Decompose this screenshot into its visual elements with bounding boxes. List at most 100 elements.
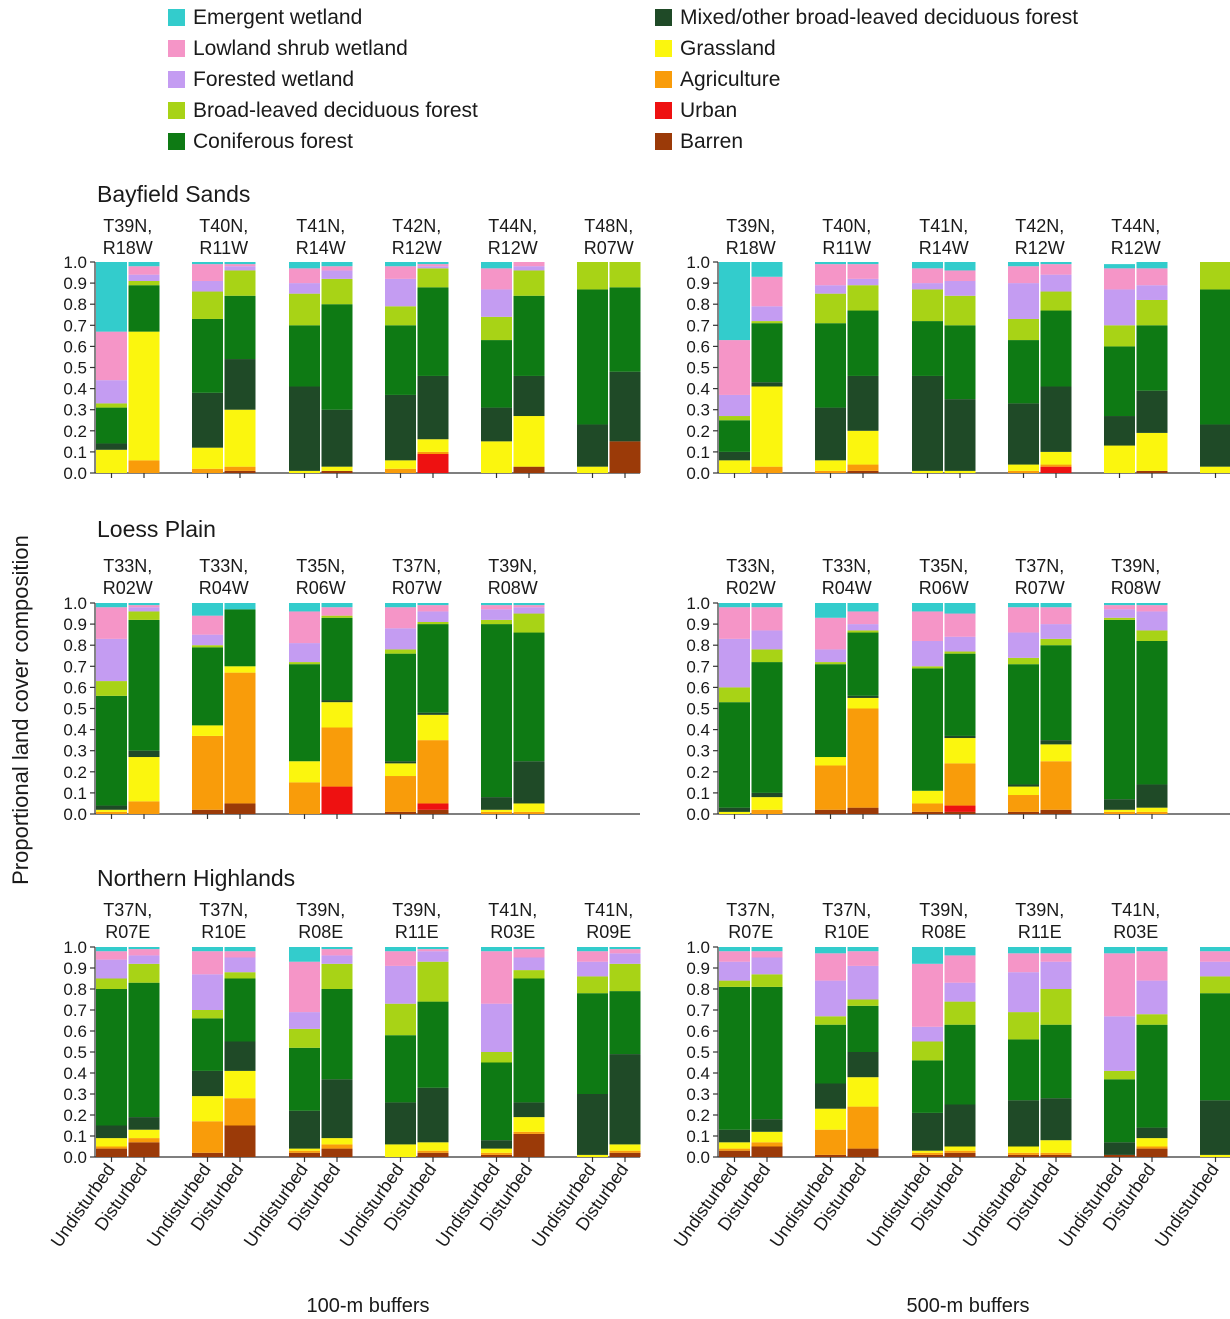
bar-segment-mixed-other-broad-leaved-deciduous-forest: [1008, 1100, 1039, 1147]
bar-segment-grassland: [321, 466, 353, 471]
bar-segment-grassland: [577, 466, 608, 473]
legend-swatch-agriculture: [655, 71, 672, 88]
bar-segment-mixed-other-broad-leaved-deciduous-forest: [417, 1087, 449, 1143]
bar-segment-broad-leaved-deciduous-forest: [289, 293, 320, 326]
bar-segment-mixed-other-broad-leaved-deciduous-forest: [1200, 1100, 1230, 1155]
site-label: R11E: [395, 922, 439, 942]
bar-segment-grassland: [719, 460, 750, 473]
bar-segment-forested-wetland: [1040, 274, 1072, 292]
bar-segment-broad-leaved-deciduous-forest: [128, 611, 160, 620]
bar-segment-emergent-wetland: [385, 262, 416, 267]
bar-segment-broad-leaved-deciduous-forest: [751, 974, 783, 987]
bar-segment-coniferous-forest: [385, 1035, 416, 1103]
bar-segment-lowland-shrub-wetland: [128, 266, 160, 275]
y-tick-label: 0.5: [686, 1043, 710, 1062]
legend-label-barren: Barren: [680, 130, 743, 153]
legend-label-agriculture: Agriculture: [680, 68, 780, 91]
y-tick-label: 0.0: [63, 805, 87, 824]
bar-segment-grassland: [1008, 464, 1039, 471]
bar-segment-lowland-shrub-wetland: [912, 963, 943, 1027]
legend-swatch-urban: [655, 102, 672, 119]
legend-label-urban: Urban: [680, 99, 737, 122]
bar-segment-forested-wetland: [513, 266, 545, 271]
bar-segment-agriculture: [224, 466, 256, 471]
bar-segment-coniferous-forest: [1104, 619, 1135, 800]
y-tick-label: 0.5: [63, 700, 87, 719]
bar-segment-mixed-other-broad-leaved-deciduous-forest: [815, 1083, 846, 1109]
y-tick-label: 0.9: [686, 274, 710, 293]
bar-segment-lowland-shrub-wetland: [289, 961, 320, 1013]
bar-segment-grassland: [815, 757, 846, 766]
bar-segment-barren: [609, 441, 641, 473]
bar-segment-grassland: [847, 697, 879, 709]
bar-segment-grassland: [577, 1154, 608, 1157]
legend-swatch-forested-wetland: [168, 71, 185, 88]
bar-segment-mixed-other-broad-leaved-deciduous-forest: [1136, 390, 1168, 433]
bar-segment-emergent-wetland: [1008, 947, 1039, 954]
site-label: T39N,: [103, 216, 152, 236]
bar-segment-broad-leaved-deciduous-forest: [944, 1001, 976, 1025]
bar-segment-lowland-shrub-wetland: [1200, 951, 1230, 962]
y-tick-label: 0.1: [686, 1127, 710, 1146]
bar-segment-broad-leaved-deciduous-forest: [128, 963, 160, 983]
bar-segment-mixed-other-broad-leaved-deciduous-forest: [751, 1119, 783, 1132]
bar-segment-lowland-shrub-wetland: [1136, 605, 1168, 612]
bar-segment-emergent-wetland: [577, 947, 608, 952]
y-tick-label: 0.8: [686, 295, 710, 314]
column-title-500m: 500-m buffers: [906, 1295, 1029, 1317]
bar-segment-coniferous-forest: [224, 609, 256, 667]
y-tick-label: 0.5: [63, 359, 87, 378]
bar-segment-mixed-other-broad-leaved-deciduous-forest: [719, 451, 750, 461]
bar-segment-forested-wetland: [321, 955, 353, 964]
bar-segment-forested-wetland: [912, 1026, 943, 1042]
site-label: T37N,: [103, 900, 152, 920]
bar-segment-coniferous-forest: [1104, 346, 1135, 417]
bar-segment-broad-leaved-deciduous-forest: [912, 666, 943, 669]
bar-segment-agriculture: [321, 727, 353, 787]
bar-segment-forested-wetland: [192, 634, 223, 646]
bar-segment-grassland: [96, 449, 127, 473]
bar-segment-broad-leaved-deciduous-forest: [577, 262, 608, 290]
bar-segment-lowland-shrub-wetland: [289, 268, 320, 284]
bar-segment-lowland-shrub-wetland: [609, 949, 641, 954]
y-tick-label: 0.1: [63, 784, 87, 803]
y-tick-label: 1.0: [686, 253, 710, 272]
site-label: R10E: [201, 922, 246, 942]
region-title: Northern Highlands: [97, 865, 295, 891]
bar-segment-barren: [289, 1152, 320, 1157]
bar-segment-agriculture: [128, 460, 160, 473]
y-tick-label: 0.5: [686, 359, 710, 378]
bar-segment-lowland-shrub-wetland: [719, 340, 750, 395]
bar-segment-emergent-wetland: [719, 603, 750, 608]
bar-segment-grassland: [609, 1144, 641, 1151]
bar-segment-grassland: [417, 1142, 449, 1151]
bar-segment-broad-leaved-deciduous-forest: [944, 295, 976, 326]
site-label: T44N,: [488, 216, 537, 236]
bar-segment-lowland-shrub-wetland: [1104, 953, 1135, 1017]
bar-segment-emergent-wetland: [1136, 603, 1168, 606]
bar-segment-coniferous-forest: [719, 702, 750, 808]
y-tick-label: 0.3: [686, 742, 710, 761]
bar-segment-emergent-wetland: [481, 603, 512, 606]
bar-segment-agriculture: [912, 803, 943, 812]
y-tick-label: 1.0: [63, 938, 87, 957]
site-label: R12W: [1015, 238, 1065, 258]
bar-segment-emergent-wetland: [1040, 603, 1072, 608]
bar-segment-forested-wetland: [719, 961, 750, 981]
bar-segment-mixed-other-broad-leaved-deciduous-forest: [128, 1117, 160, 1130]
column-title-100m: 100-m buffers: [306, 1295, 429, 1317]
bar-segment-broad-leaved-deciduous-forest: [609, 262, 641, 288]
y-tick-label: 0.6: [63, 337, 87, 356]
bar-segment-emergent-wetland: [192, 262, 223, 265]
bar-segment-agriculture: [513, 1131, 545, 1134]
bar-segment-coniferous-forest: [321, 304, 353, 410]
bar-segment-agriculture: [1008, 795, 1039, 812]
bar-segment-barren: [385, 811, 416, 814]
bar-segment-coniferous-forest: [128, 982, 160, 1118]
bar-segment-emergent-wetland: [128, 947, 160, 950]
bar-segment-agriculture: [944, 763, 976, 806]
bar-segment-emergent-wetland: [513, 947, 545, 950]
bar-segment-broad-leaved-deciduous-forest: [719, 687, 750, 703]
bar-segment-emergent-wetland: [321, 603, 353, 608]
bar-segment-broad-leaved-deciduous-forest: [96, 978, 127, 989]
